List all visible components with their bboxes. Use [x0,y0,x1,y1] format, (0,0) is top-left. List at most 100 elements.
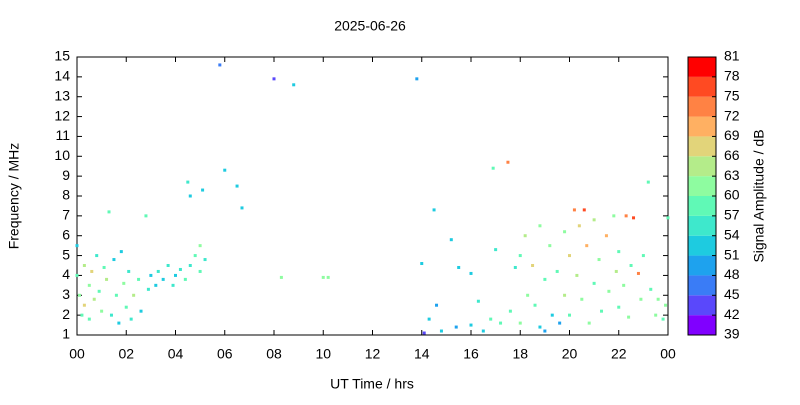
y-axis-label: Frequency / MHz [6,143,22,250]
data-point [139,309,143,313]
data-point [326,275,330,279]
data-point [607,289,611,293]
x-tick-label: 16 [463,346,479,362]
data-point [629,264,633,267]
data-point [171,283,175,287]
data-point [154,283,158,287]
data-point [580,297,584,301]
x-tick-label: 08 [266,346,282,362]
data-point [469,323,473,327]
data-point [119,250,123,254]
data-point [105,277,109,281]
data-point [597,258,601,262]
data-point [538,224,542,228]
x-tick-label: 22 [611,346,627,362]
colorbar-band [688,76,716,97]
colorbar-band [688,275,716,296]
data-point [558,321,562,325]
data-point [156,269,160,273]
data-point [449,238,453,242]
data-point [146,287,150,291]
data-point [600,309,604,313]
x-tick-label: 10 [315,346,331,362]
data-point [538,325,542,329]
data-point [198,269,202,273]
data-point [614,269,618,273]
colorbar-band [688,215,716,236]
y-tick-label: 1 [62,326,70,342]
data-point [641,254,645,258]
data-point [292,83,296,87]
colorbar-label: Signal Amplitude / dB [751,129,767,262]
data-point [183,277,187,281]
data-point [432,208,436,212]
colorbar-tick-label: 51 [724,246,740,262]
data-point [577,224,581,228]
data-point [612,214,616,218]
data-point [617,250,621,254]
y-tick-label: 11 [55,127,70,143]
data-point [97,289,101,293]
x-tick-label: 00 [660,346,676,362]
colorbar-tick-label: 48 [724,266,740,282]
data-point [422,331,426,335]
data-point [129,317,133,321]
data-point [646,180,650,184]
data-point [186,180,190,184]
data-point [518,321,522,325]
data-point [201,188,205,192]
data-point [508,309,512,313]
data-point [188,194,192,198]
data-point [75,244,79,248]
y-tick-label: 10 [54,147,70,163]
colorbar-band [688,156,716,177]
data-point [149,273,153,277]
data-point [174,273,177,277]
data-point [188,264,192,267]
data-point [543,329,547,333]
data-point [137,277,141,281]
colorbar-tick-label: 75 [724,87,740,103]
colorbar-band [688,315,716,335]
colorbar-tick-label: 78 [724,68,740,84]
colorbar-band [688,255,716,276]
data-point [102,265,106,269]
data-point [632,216,636,220]
colorbar-tick-label: 39 [724,326,740,342]
x-tick-label: 04 [168,346,184,362]
data-point [518,254,522,258]
data-point [627,315,631,319]
colorbar-tick-label: 81 [724,48,740,64]
y-tick-label: 8 [62,187,70,203]
data-point [87,283,91,287]
data-point [107,210,111,214]
data-point [513,265,517,269]
data-point [240,206,244,210]
data-point [80,313,84,317]
data-point [592,281,596,285]
data-point [122,281,126,285]
y-tick-label: 12 [54,107,70,123]
data-point [526,293,530,297]
data-point [77,293,81,297]
x-tick-label: 18 [512,346,528,362]
colorbar-band [688,136,716,157]
data-point [489,317,493,321]
data-point [568,254,571,258]
data-point [112,258,116,262]
data-point [481,329,485,333]
data-point [661,317,665,321]
y-tick-label: 9 [62,167,70,183]
data-point [592,218,596,222]
data-point [531,264,535,267]
colorbar-tick-label: 42 [724,306,740,322]
x-tick-label: 12 [365,346,381,362]
data-point [568,313,571,317]
colorbar-tick-label: 69 [724,127,740,143]
data-point [550,313,554,317]
data-point [491,166,495,170]
data-point [203,258,207,262]
x-tick-label: 02 [118,346,134,362]
data-point [494,248,498,252]
